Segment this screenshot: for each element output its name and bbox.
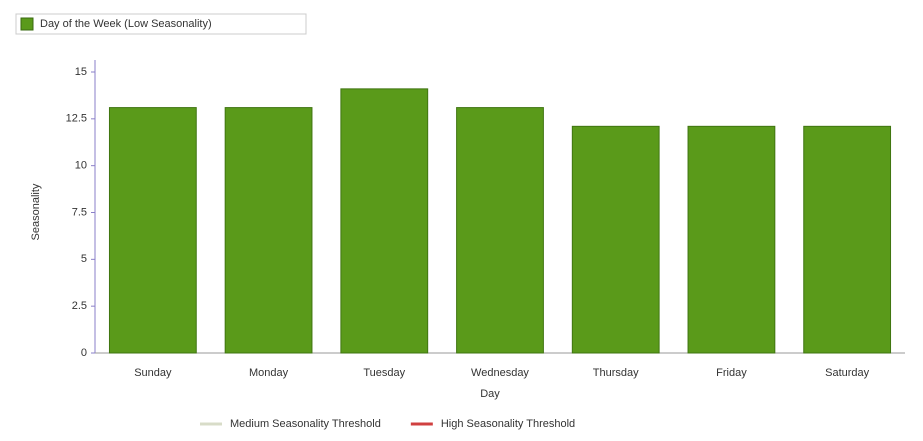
bar — [687, 125, 776, 354]
bar — [571, 125, 660, 354]
legend-box — [15, 13, 307, 35]
bar — [803, 125, 892, 354]
legend-swatch — [20, 17, 34, 31]
y-tick-label: 10 — [75, 160, 87, 172]
x-tick-label: Saturday — [825, 367, 870, 379]
y-tick-label: 7.5 — [72, 206, 87, 218]
legend-label: Day of the Week (Low Seasonality) — [40, 18, 212, 30]
x-tick-label: Friday — [716, 367, 747, 379]
y-tick-label: 12.5 — [66, 113, 87, 125]
x-tick-label: Monday — [249, 367, 289, 379]
x-axis-label: Day — [480, 388, 500, 400]
x-tick-label: Tuesday — [363, 367, 405, 379]
y-tick-label: 2.5 — [72, 300, 87, 312]
threshold-legend-label: Medium Seasonality Threshold — [230, 418, 381, 430]
x-tick-label: Wednesday — [471, 367, 529, 379]
x-tick-label: Sunday — [134, 367, 172, 379]
x-tick-label: Thursday — [593, 367, 639, 379]
y-axis-label: Seasonality — [30, 183, 42, 240]
y-tick-label: 5 — [81, 253, 87, 265]
threshold-legend-label: High Seasonality Threshold — [441, 418, 575, 430]
y-tick-label: 0 — [81, 347, 87, 359]
bar — [108, 107, 197, 354]
y-tick-label: 15 — [75, 66, 87, 78]
bar — [340, 88, 429, 354]
bar — [224, 107, 313, 354]
bar — [456, 107, 544, 354]
